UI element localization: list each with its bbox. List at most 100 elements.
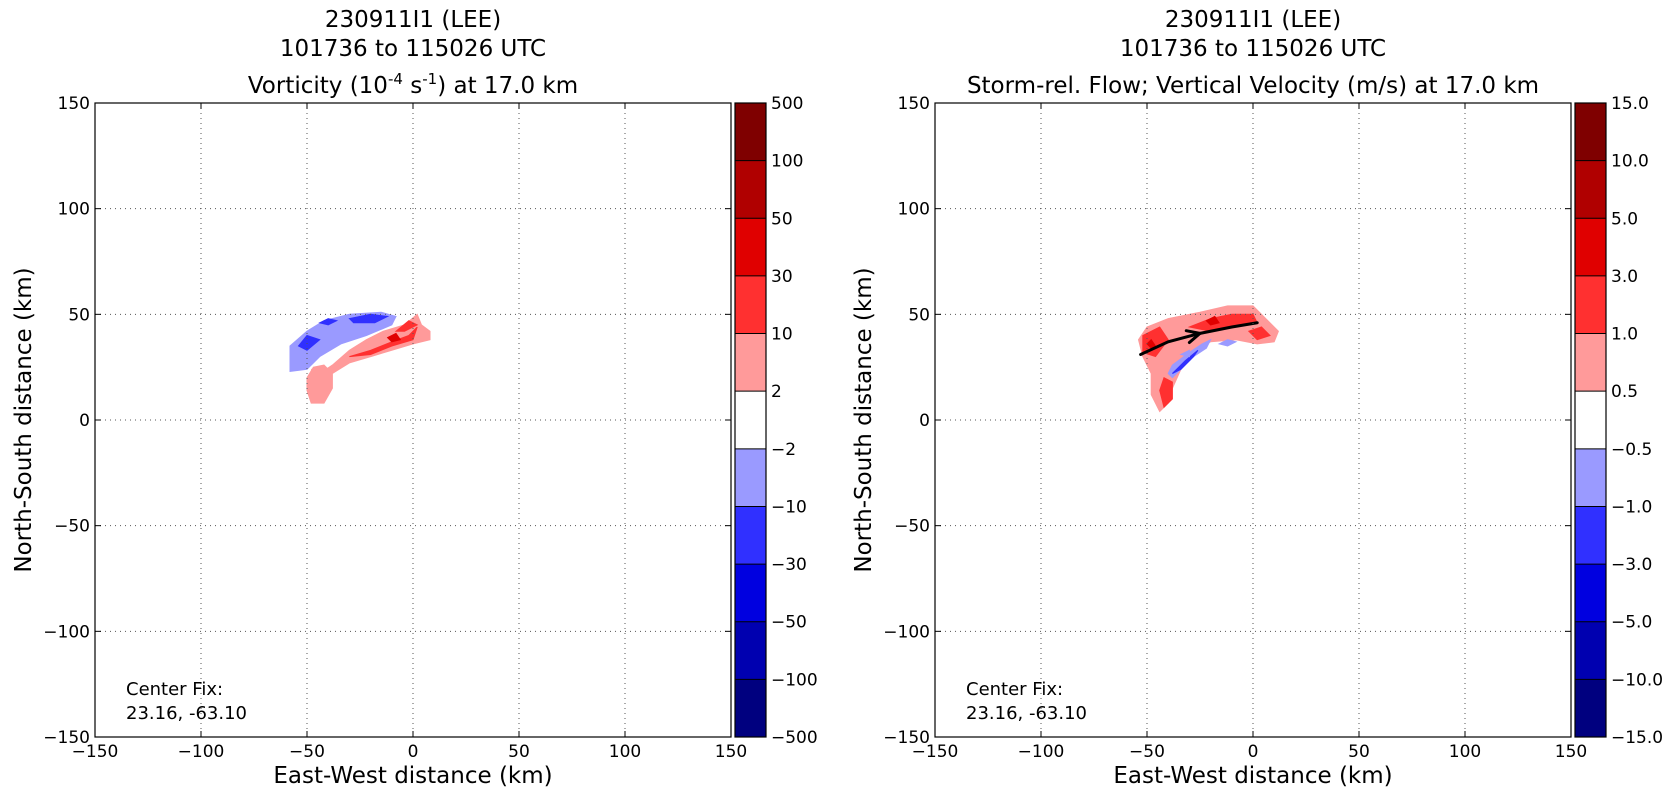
colorbar-label-2: 5.0 <box>1611 209 1638 229</box>
y-tick-label-6: 150 <box>58 94 90 114</box>
colorbar-swatch-10 <box>1575 679 1606 737</box>
x-tick-label-3: 0 <box>408 742 419 762</box>
colorbar-swatch-6 <box>1575 448 1606 507</box>
grid-lines <box>935 103 1571 737</box>
colorbar-label-7: −1.0 <box>1611 497 1652 517</box>
title-line-3-suffix: ) at 17.0 km <box>437 73 578 99</box>
contour-region-7 <box>386 332 402 343</box>
colorbar-swatch-1 <box>1575 160 1606 219</box>
colorbar-label-5: 2 <box>771 382 782 402</box>
contour-region-3 <box>1159 376 1173 409</box>
y-tick-label-1: −100 <box>883 622 930 642</box>
colorbar-label-2: 50 <box>771 209 793 229</box>
colorbar-label-4: 10 <box>771 325 793 345</box>
y-tick-label-0: −150 <box>883 728 930 748</box>
contour-region-10 <box>1179 349 1190 358</box>
x-tick-label-1: −100 <box>178 742 225 762</box>
grid-lines <box>95 103 731 737</box>
colorbar-label-7: −10 <box>771 497 807 517</box>
y-axis-label: North-South distance (km) <box>851 267 877 572</box>
vorticity-panel: −150 −100 −50 0 50 100 150−150−100−50050100150… <box>11 7 818 789</box>
colorbar-swatch-8 <box>1575 564 1606 622</box>
title-line-3: Vorticity (10-4 s-1) at 17.0 km <box>248 70 578 99</box>
colorbar-label-9: −5.0 <box>1611 613 1652 633</box>
colorbar-frame <box>734 102 767 738</box>
colorbar-swatch-6 <box>735 448 766 507</box>
y-tick-label-1: −100 <box>43 622 90 642</box>
contour-region-6 <box>394 320 419 332</box>
x-tick-label-6: 150 <box>1555 742 1587 762</box>
x-tick-label-2: −50 <box>289 742 325 762</box>
x-tick-label-4: 50 <box>508 742 530 762</box>
colorbar-swatch-4 <box>735 333 766 392</box>
contour-region-2 <box>348 313 390 324</box>
colorbar-swatch-4 <box>1575 333 1606 392</box>
colorbar-swatch-0 <box>735 103 766 161</box>
x-tick-label-2: −50 <box>1129 742 1165 762</box>
y-tick-label-6: 150 <box>898 94 930 114</box>
center-fix-label: Center Fix: <box>966 679 1063 700</box>
colorbar-swatch-8 <box>735 564 766 622</box>
colorbar-label-0: 500 <box>771 94 803 114</box>
colorbar-swatch-5 <box>735 391 766 449</box>
title-line-3-superscript-2: -1 <box>422 70 437 88</box>
colorbar-label-11: −500 <box>771 728 818 748</box>
x-tick-label-0: −150 <box>912 742 959 762</box>
y-tick-label-0: −150 <box>43 728 90 748</box>
x-tick-label-0: −150 <box>72 742 119 762</box>
colorbar-label-1: 100 <box>771 152 803 172</box>
colorbar-label-0: 15.0 <box>1611 94 1649 114</box>
title-line-1: 230911I1 (LEE) <box>1165 7 1341 33</box>
colorbar-label-5: 0.5 <box>1611 382 1638 402</box>
colorbar-label-4: 1.0 <box>1611 325 1638 345</box>
colorbar-label-8: −3.0 <box>1611 555 1652 575</box>
title-line-3: Storm-rel. Flow; Vertical Velocity (m/s)… <box>967 73 1539 99</box>
x-tick-label-5: 100 <box>609 742 641 762</box>
x-tick-label-3: 0 <box>1248 742 1259 762</box>
contour-region-9 <box>1217 339 1238 347</box>
y-tick-label-5: 100 <box>898 200 930 220</box>
y-tick-label-3: 0 <box>919 411 930 431</box>
center-fix-value: 23.16, -63.10 <box>126 703 247 724</box>
x-tick-label-5: 100 <box>1449 742 1481 762</box>
colorbar-label-10: −100 <box>771 670 818 690</box>
x-axis-label: East-West distance (km) <box>273 763 552 789</box>
colorbar-swatch-9 <box>1575 621 1606 680</box>
vertical-velocity-panel: −150 −100 −50 0 50 100 150 −150 −100 −50 0 50 100 150… <box>851 7 1663 789</box>
colorbar-label-8: −30 <box>771 555 807 575</box>
y-tick-label-4: 50 <box>908 305 930 325</box>
title-line-3-prefix: Vorticity (10 <box>248 73 388 99</box>
streamline-arrowhead <box>1184 329 1204 344</box>
colorbar-swatch-0 <box>1575 103 1606 161</box>
contour-region-5 <box>349 326 418 358</box>
contour-region-5 <box>1205 315 1220 326</box>
colorbar-swatch-9 <box>735 621 766 680</box>
colorbar-label-9: −50 <box>771 613 807 633</box>
x-axis-label: East-West distance (km) <box>1113 763 1392 789</box>
colorbar-label-10: −10.0 <box>1611 670 1663 690</box>
y-tick-label-5: 100 <box>58 200 90 220</box>
contour-region-8 <box>1172 349 1199 374</box>
title-line-3-middle: s <box>403 73 422 99</box>
colorbar-label-3: 3.0 <box>1611 267 1638 287</box>
y-tick-label-2: −50 <box>894 517 930 537</box>
contour-region-4 <box>1247 326 1271 341</box>
y-axis-label: North-South distance (km) <box>11 267 37 572</box>
title-line-2: 101736 to 115026 UTC <box>280 36 546 62</box>
contour-region-3 <box>318 318 339 326</box>
colorbar-swatch-5 <box>1575 391 1606 449</box>
colorbar-label-11: −15.0 <box>1611 728 1663 748</box>
title-line-3-prefix: Storm-rel. Flow; Vertical Velocity (m/s)… <box>967 73 1539 99</box>
contour-region-0 <box>289 311 397 372</box>
y-tick-label-4: 50 <box>68 305 90 325</box>
colorbar-swatch-3 <box>1575 275 1606 334</box>
x-tick-label-4: 50 <box>1348 742 1370 762</box>
title-line-2: 101736 to 115026 UTC <box>1120 36 1386 62</box>
colorbar: 500 100 50 30 10 2 −2 −10 −30 −50 −100 −500 <box>734 94 818 748</box>
title-line-3-superscript-1: -4 <box>388 70 403 88</box>
x-tick-label-6: 150 <box>715 742 747 762</box>
colorbar-swatch-2 <box>1575 218 1606 276</box>
title-line-1: 230911I1 (LEE) <box>325 7 501 33</box>
center-fix-label: Center Fix: <box>126 679 223 700</box>
